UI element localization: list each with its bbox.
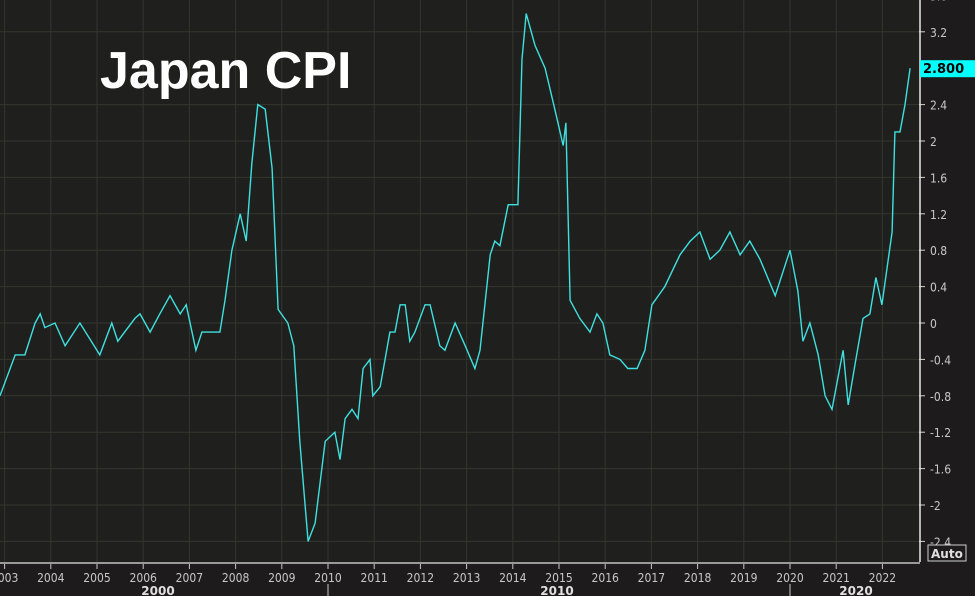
y-tick-label: -1.2 <box>930 426 951 440</box>
y-tick-label: 2 <box>930 135 937 149</box>
series-line <box>0 13 911 542</box>
x-tick-label: 2004 <box>37 571 65 585</box>
x-tick-label: 2016 <box>591 571 619 585</box>
x-tick-label: 2008 <box>222 571 250 585</box>
x-tick-label: 2007 <box>176 571 203 585</box>
y-tick-label: 1.2 <box>930 208 947 222</box>
y-tick-label: -2 <box>930 499 941 513</box>
x-tick-label: 2020 <box>776 571 804 585</box>
x-tick-label: 2019 <box>730 571 758 585</box>
last-value-tag: 2.800 <box>920 60 975 78</box>
y-tick-label: 0 <box>930 317 937 331</box>
x-tick-label: 2018 <box>684 571 712 585</box>
y-axis: 3.6 3.2 2.4 2 1.6 1.2 0.8 0.4 0 -0.4 -0.8 -1.2 -1.6 -… <box>919 0 951 562</box>
x-tick-label: 2015 <box>545 571 572 585</box>
x-tick-label: 2011 <box>360 571 387 585</box>
y-tick-label: 3.6 <box>930 0 947 3</box>
decade-label: 2010 <box>540 584 573 596</box>
y-tick-label: -0.8 <box>930 390 951 404</box>
y-tick-label: -0.4 <box>930 353 951 367</box>
x-tick-label: 2006 <box>129 571 157 585</box>
x-tick-label: 2010 <box>314 571 342 585</box>
x-tick-label: 2003 <box>0 571 18 585</box>
chart-title: Japan CPI <box>100 42 351 100</box>
y-tick-label: 2.4 <box>930 99 947 113</box>
decade-label: 2020 <box>839 584 872 596</box>
x-tick-label: 2022 <box>869 571 896 585</box>
x-tick-label: 2005 <box>83 571 110 585</box>
y-tick-label: 0.4 <box>930 281 947 295</box>
grid <box>0 0 919 562</box>
auto-button[interactable]: Auto <box>927 544 967 562</box>
y-tick-label: 1.6 <box>930 171 947 185</box>
y-tick-label: 3.2 <box>930 26 947 40</box>
x-tick-label: 2013 <box>453 571 480 585</box>
y-tick-label: 0.8 <box>930 244 947 258</box>
last-value-label: 2.800 <box>923 62 964 77</box>
decade-label: 2000 <box>141 584 174 596</box>
x-axis: 2003 2004 2005 2006 2007 2008 2009 2010 2011 2012… <box>0 562 920 596</box>
x-tick-label: 2009 <box>268 571 296 585</box>
y-tick-label: -1.6 <box>930 463 951 477</box>
x-tick-label: 2014 <box>499 571 527 585</box>
x-tick-label: 2021 <box>822 571 849 585</box>
auto-label: Auto <box>931 547 963 561</box>
x-tick-label: 2012 <box>407 571 434 585</box>
x-tick-label: 2017 <box>638 571 665 585</box>
